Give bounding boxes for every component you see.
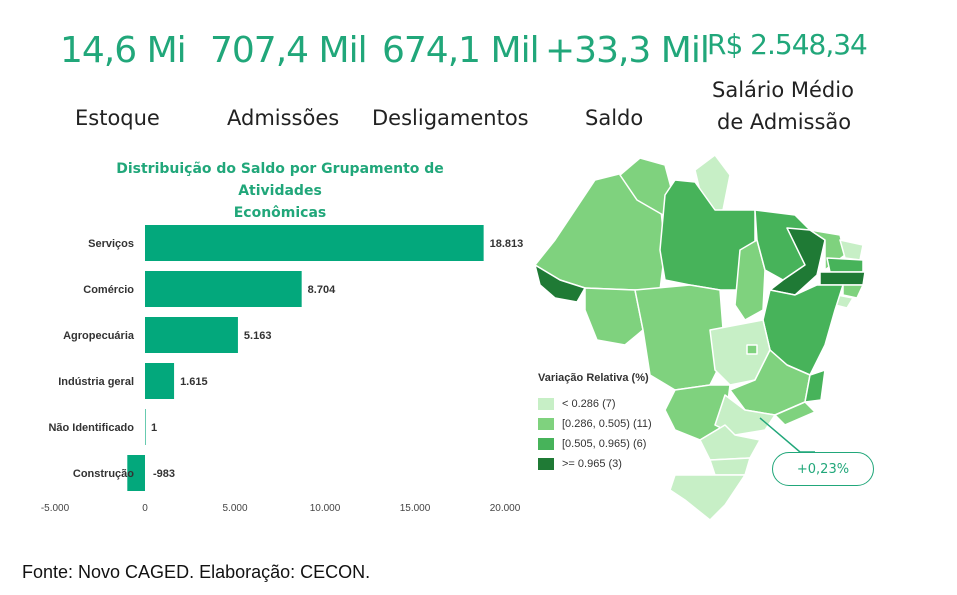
legend-title: Variação Relativa (%) <box>538 372 649 384</box>
state-sp <box>714 394 776 436</box>
kpi-salario-label-1: Salário Médio <box>712 78 854 102</box>
data-label: 1 <box>151 422 157 434</box>
tick-label: 10.000 <box>310 503 341 514</box>
legend-swatch <box>538 398 554 410</box>
category-label: Serviços <box>88 238 134 250</box>
data-label: 18.813 <box>490 238 524 250</box>
category-label: Agropecuária <box>63 330 135 342</box>
tick-label: 0 <box>142 503 148 514</box>
kpi-saldo-label: Saldo <box>585 106 644 130</box>
chart-title: Distribuição do Saldo por Grupamento de … <box>100 158 460 224</box>
data-label: -983 <box>153 468 175 480</box>
state-al <box>842 284 864 299</box>
sc-callout: +0,23% <box>772 452 874 486</box>
bar <box>145 225 484 261</box>
kpi-salario-value: R$ 2.548,34 <box>707 28 868 61</box>
tick-label: 15.000 <box>400 503 431 514</box>
kpi-admissoes-value: 707,4 Mil <box>210 30 368 71</box>
kpi-desligamentos-value: 674,1 Mil <box>382 30 540 71</box>
source-note: Fonte: Novo CAGED. Elaboração: CECON. <box>22 562 371 582</box>
legend-label: [0.505, 0.965) (6) <box>562 438 647 450</box>
state-rs <box>669 474 746 521</box>
state-ac <box>534 264 586 303</box>
bar <box>127 455 145 491</box>
state-rj <box>774 401 816 426</box>
data-label: 8.704 <box>308 284 336 296</box>
state-es <box>804 369 826 403</box>
state-df <box>746 344 758 355</box>
legend-swatch <box>538 438 554 450</box>
kpi-estoque-label: Estoque <box>75 106 160 130</box>
tick-label: -5.000 <box>41 503 70 514</box>
brazil-map <box>534 154 866 521</box>
legend-row: < 0.286 (7) <box>538 394 652 414</box>
category-label: Não Identificado <box>48 422 134 434</box>
bar <box>145 271 302 307</box>
map-legend: Variação Relativa (%) < 0.286 (7) [0.286… <box>538 372 652 474</box>
data-label: 1.615 <box>180 376 208 388</box>
legend-label: < 0.286 (7) <box>562 398 616 410</box>
tick-label: 20.000 <box>490 503 521 514</box>
legend-row: >= 0.965 (3) <box>538 454 652 474</box>
kpi-salario-label-2: de Admissão <box>717 110 852 134</box>
chart-title-line-1: Distribuição do Saldo por Grupamento de … <box>116 161 444 199</box>
bar-chart: Serviços 18.813 Comércio 8.704 Agropecuária 5… <box>41 225 524 514</box>
kpi-saldo-value: +33,3 Mil <box>545 30 710 71</box>
tick-label: 5.000 <box>222 503 247 514</box>
chart-title-line-2: Econômicas <box>233 205 327 221</box>
category-label: Comércio <box>83 284 134 296</box>
legend-label: [0.286, 0.505) (11) <box>562 418 652 430</box>
category-label: Indústria geral <box>58 376 134 388</box>
data-label: 5.163 <box>244 330 272 342</box>
bar <box>145 363 175 399</box>
legend-row: [0.286, 0.505) (11) <box>538 414 652 434</box>
legend-swatch <box>538 458 554 470</box>
kpi-estoque-value: 14,6 Mi <box>60 30 187 71</box>
bar <box>145 409 146 445</box>
legend-swatch <box>538 418 554 430</box>
legend-row: [0.505, 0.965) (6) <box>538 434 652 454</box>
kpi-desligamentos-label: Desligamentos <box>372 106 529 130</box>
kpi-admissoes-label: Admissões <box>227 106 340 130</box>
category-label: Construção <box>73 468 134 480</box>
legend-label: >= 0.965 (3) <box>562 458 622 470</box>
bar <box>145 317 238 353</box>
